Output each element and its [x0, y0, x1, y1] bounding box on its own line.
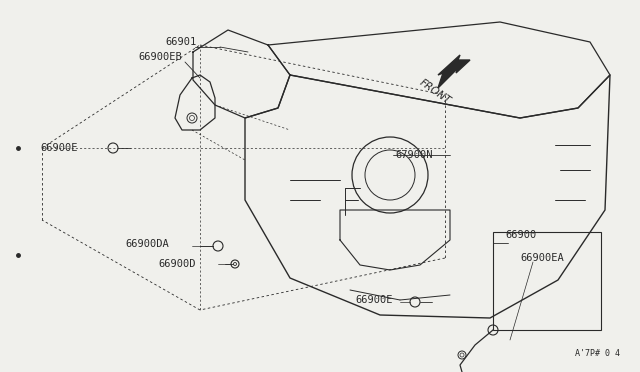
Text: 66900EB: 66900EB	[138, 52, 182, 62]
Text: A'7P# 0 4: A'7P# 0 4	[575, 349, 620, 358]
Bar	[493, 232, 601, 330]
Polygon shape	[438, 55, 470, 88]
Text: FRONT: FRONT	[418, 78, 453, 106]
Text: 66900: 66900	[505, 230, 536, 240]
Text: 66900E: 66900E	[40, 143, 77, 153]
Text: 66901: 66901	[165, 37, 196, 47]
Text: 66900DA: 66900DA	[125, 239, 169, 249]
Text: 66900EA: 66900EA	[520, 253, 564, 263]
Text: 66900D: 66900D	[158, 259, 195, 269]
Text: 67900N: 67900N	[395, 150, 433, 160]
Text: 66900E: 66900E	[355, 295, 392, 305]
